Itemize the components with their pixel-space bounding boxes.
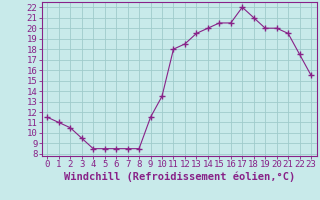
X-axis label: Windchill (Refroidissement éolien,°C): Windchill (Refroidissement éolien,°C) <box>64 172 295 182</box>
